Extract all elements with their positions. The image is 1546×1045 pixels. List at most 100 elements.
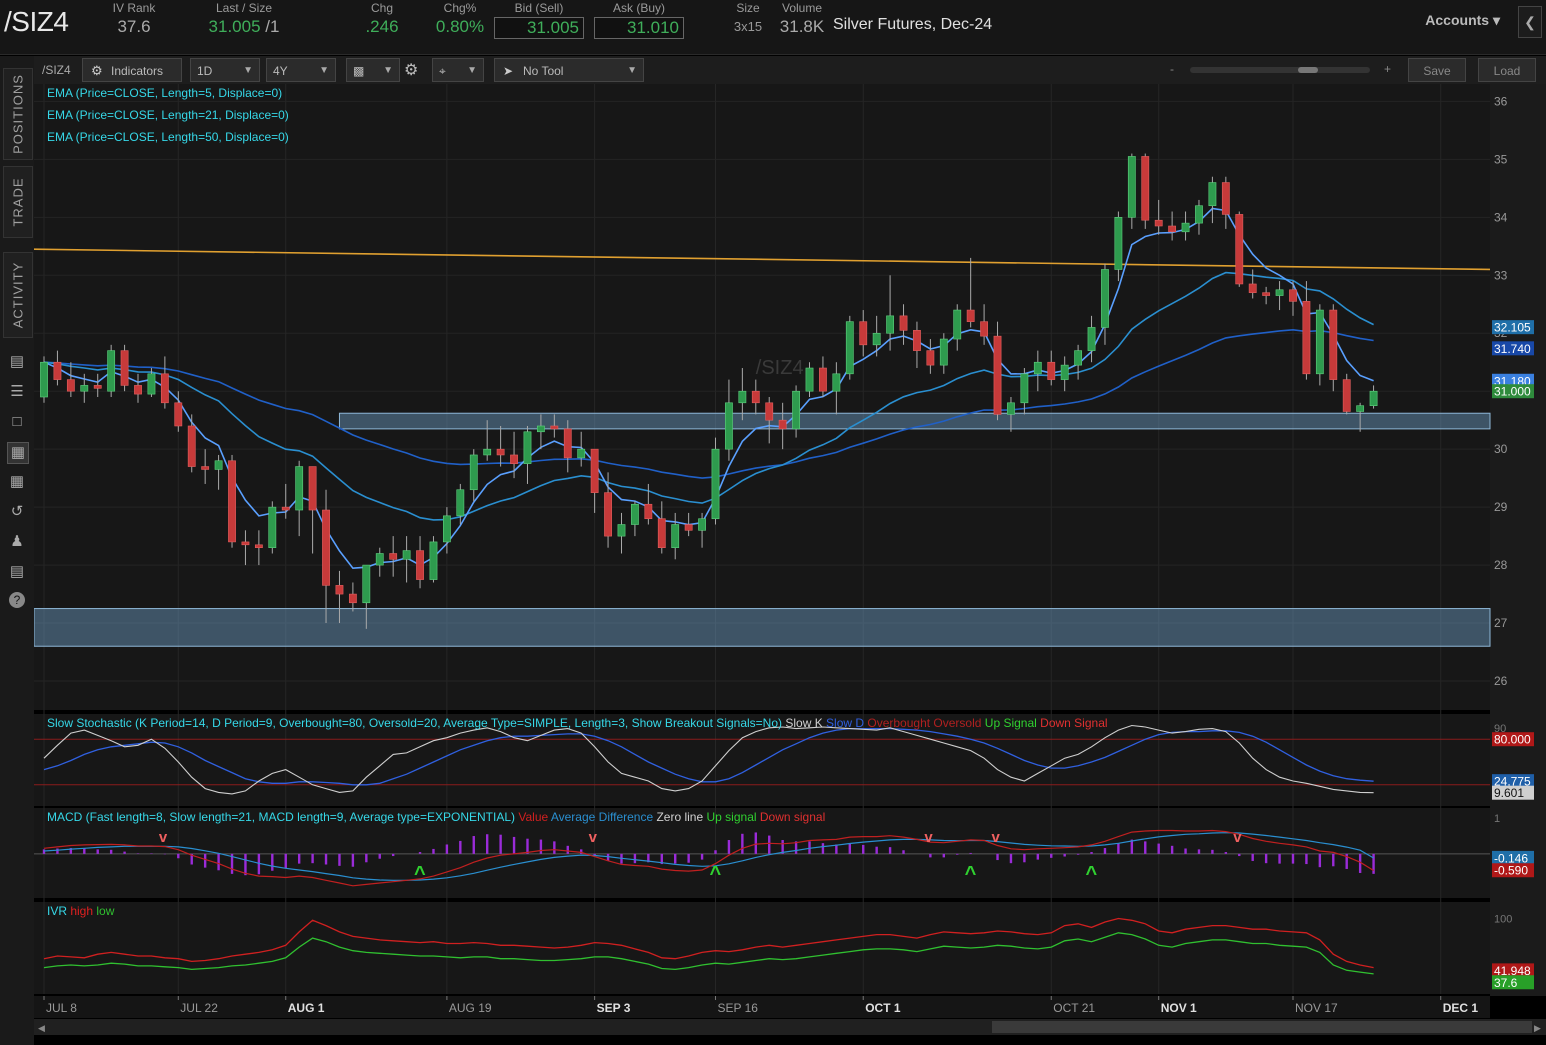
bid-cell[interactable]: Bid (Sell) 31.005	[494, 1, 584, 39]
quote-symbol[interactable]: /SIZ4	[4, 6, 69, 37]
list-icon[interactable]: ☰	[10, 383, 24, 400]
last-cell: Last / Size 31.005 /1	[196, 1, 292, 37]
save-button[interactable]: Save	[1408, 58, 1466, 82]
candlestick-icon: ▩	[353, 64, 365, 78]
candle	[980, 321, 988, 337]
macd-marker-0	[1492, 850, 1534, 865]
price-marker-label: 31.740	[1494, 342, 1531, 356]
stoch-slow-d-line	[43, 727, 1374, 786]
price-axis-tick: 28	[1494, 558, 1508, 572]
ask-cell[interactable]: Ask (Buy) 31.010	[594, 1, 684, 39]
timeframe-select[interactable]: 1D ▼	[190, 58, 260, 82]
time-axis-label: NOV 1	[1161, 1001, 1197, 1015]
calendar-icon[interactable]: ▤	[9, 563, 25, 580]
load-button[interactable]: Load	[1478, 58, 1536, 82]
scroll-left-icon[interactable]: ◀	[38, 1023, 45, 1033]
chart-area[interactable]: /SIZ4 EMA (Price=CLOSE, Length=5, Displac…	[34, 84, 1546, 1045]
ema-50-line	[43, 328, 1374, 479]
drawing-style-select[interactable]: ⌖ ▼	[432, 58, 484, 82]
people-icon[interactable]: ♟	[10, 533, 24, 550]
zoom-slider-handle[interactable]	[1298, 67, 1318, 73]
candle	[1020, 373, 1029, 404]
time-axis-label: OCT 1	[865, 1001, 901, 1015]
chevron-down-icon: ▼	[319, 65, 329, 76]
watermark-symbol: /SIZ4	[756, 357, 804, 379]
chart-grid-icon[interactable]: ▦	[7, 442, 29, 464]
price-marker-label: 32.105	[1494, 321, 1531, 335]
help-icon[interactable]: ?	[9, 592, 25, 608]
candle	[684, 524, 693, 531]
candle	[389, 553, 398, 560]
candle	[617, 524, 626, 537]
history-icon[interactable]: ↺	[10, 503, 24, 520]
chart-toolbar: /SIZ4 ⚙ Indicators 1D ▼ 4Y ▼ ▩ ▼ ⚙ ⌖ ▼ ➤ No …	[34, 56, 1546, 85]
bid-button[interactable]: 31.005	[494, 17, 584, 39]
monitor-icon[interactable]: □	[12, 413, 22, 430]
candle	[550, 425, 559, 430]
candle	[281, 506, 290, 511]
news-icon[interactable]: ▤	[9, 353, 25, 370]
tab-positions[interactable]: POSITIONS	[3, 68, 33, 160]
macd-down-signal-icon: v	[589, 829, 598, 846]
candle	[537, 425, 545, 433]
macd-up-signal-icon: ^	[965, 863, 977, 885]
macd-down-signal-icon: v	[992, 829, 1001, 846]
candle	[1315, 309, 1324, 375]
zoom-in-button[interactable]: +	[1384, 62, 1392, 76]
tab-trade-label: TRADE	[10, 177, 26, 227]
time-axis-label: SEP 3	[597, 1001, 631, 1015]
drawing-tool-select[interactable]: ➤ No Tool ▼	[494, 58, 644, 82]
crosshair-icon: ⌖	[439, 64, 446, 78]
gear-icon[interactable]: ⚙	[404, 62, 419, 79]
last-label: Last / Size	[215, 1, 273, 15]
chart-type-select[interactable]: ▩ ▼	[346, 58, 400, 82]
cursor-icon: ➤	[503, 64, 514, 78]
chg-label: Chg	[370, 1, 393, 15]
collapse-icon[interactable]: ❮	[1518, 6, 1542, 38]
time-axis-label: JUL 8	[46, 1001, 77, 1015]
candle	[1074, 350, 1083, 366]
stoch-slow-k-line	[43, 724, 1374, 795]
tab-trade[interactable]: TRADE	[3, 166, 33, 238]
support-zone-0	[338, 412, 1491, 430]
candle	[429, 541, 438, 580]
layout-grid-icon[interactable]: ▦	[9, 473, 25, 490]
ask-button[interactable]: 31.010	[594, 17, 684, 39]
last-size: /1	[265, 17, 280, 36]
ivr-high-line	[43, 917, 1374, 969]
candle	[496, 448, 505, 456]
candle	[442, 515, 451, 543]
accounts-label: Accounts	[1425, 12, 1490, 28]
candle	[886, 315, 894, 334]
time-axis-label: DEC 1	[1443, 1001, 1479, 1015]
ema-5-line	[43, 207, 1374, 570]
chgpct-value: 0.80%	[435, 17, 485, 36]
candle	[1060, 364, 1069, 380]
range-select[interactable]: 4Y ▼	[266, 58, 336, 82]
indicators-button[interactable]: ⚙ Indicators	[82, 58, 182, 82]
tab-activity[interactable]: ACTIVITY	[3, 252, 33, 338]
macd-down-signal-icon: v	[924, 829, 933, 846]
time-axis-label: SEP 16	[718, 1001, 759, 1015]
chg-cell: Chg .246	[356, 1, 408, 37]
support-zone-1	[34, 608, 1491, 647]
scroll-right-icon[interactable]: ▶	[1534, 1023, 1541, 1033]
candle	[899, 315, 908, 331]
candle	[631, 503, 639, 525]
candle	[416, 550, 424, 580]
time-scrollbar-handle[interactable]	[992, 1021, 1532, 1033]
candle	[698, 518, 706, 531]
macd-marker-label: -0.590	[1494, 864, 1528, 878]
chart-symbol[interactable]: /SIZ4	[42, 63, 71, 77]
zoom-slider[interactable]	[1190, 67, 1370, 73]
macd-marker-label: -0.146	[1494, 851, 1528, 865]
volume-label: Volume	[781, 1, 823, 15]
macd-up-signal-icon: ^	[414, 863, 426, 885]
accounts-menu[interactable]: Accounts ▾	[1425, 12, 1500, 29]
candle	[845, 321, 854, 375]
candle	[241, 541, 250, 546]
stoch-marker-2	[1492, 785, 1534, 800]
zoom-out-button[interactable]: -	[1170, 62, 1174, 76]
chevron-down-icon: ▼	[467, 65, 477, 76]
price-panel	[34, 84, 1490, 710]
